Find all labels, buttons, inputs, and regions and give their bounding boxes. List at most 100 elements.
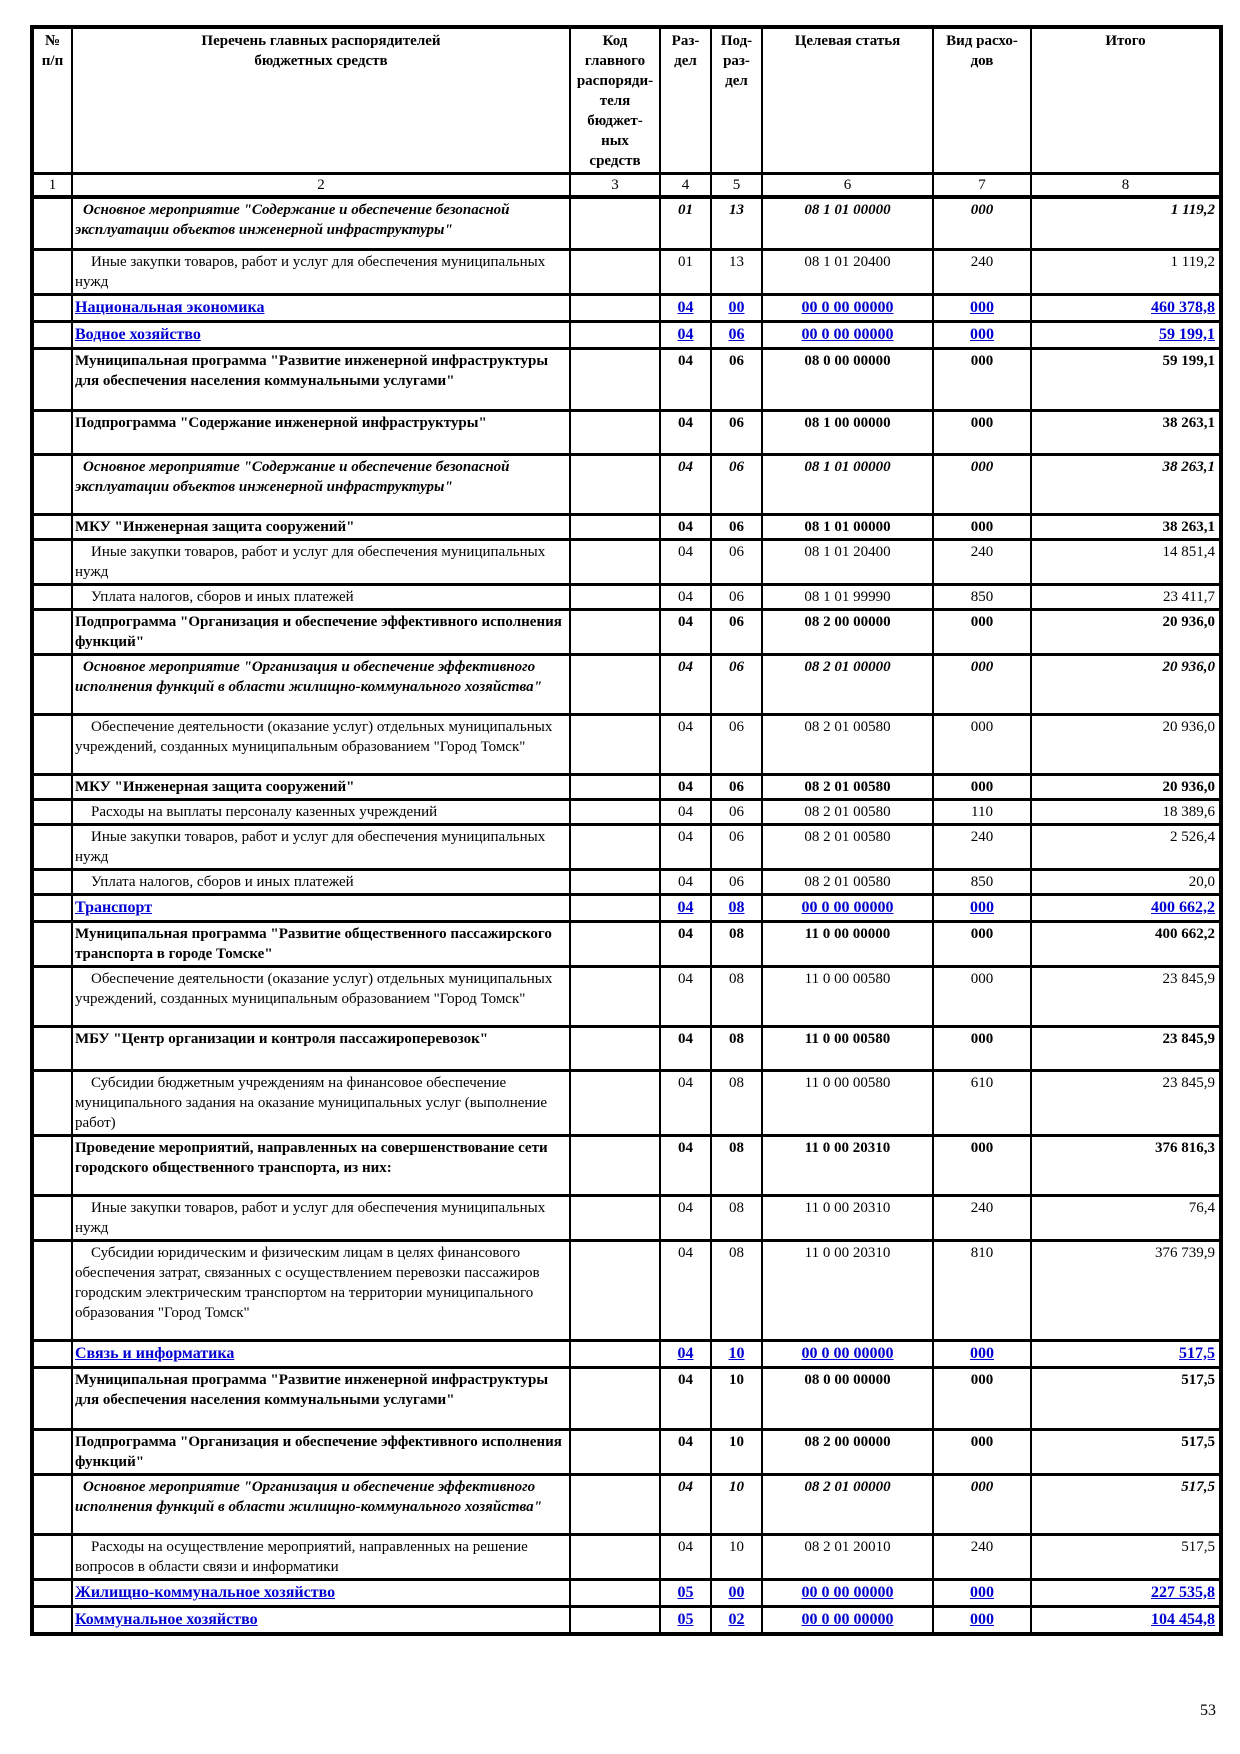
cell-target-article: 11 0 00 00580 bbox=[761, 1024, 934, 1072]
cell-activity-name: МКУ "Инженерная защита сооружений" bbox=[71, 512, 571, 541]
cell-activity-name: Основное мероприятие "Содержание и обесп… bbox=[71, 195, 571, 251]
table-row: Проведение мероприятий, направленных на … bbox=[31, 1133, 1222, 1197]
cell-activity-name: Иные закупки товаров, работ и услуг для … bbox=[71, 1193, 571, 1242]
cell-total: 104 454,8 bbox=[1030, 1604, 1222, 1635]
column-header-expense-type: Вид расхо- дов bbox=[932, 25, 1032, 175]
cell-podrazdel: 02 bbox=[710, 1604, 763, 1635]
cell-podrazdel: 06 bbox=[710, 319, 763, 350]
cell-expense-type: 000 bbox=[932, 919, 1032, 968]
cell-grbs-code bbox=[569, 919, 661, 968]
cell-grbs-code bbox=[569, 319, 661, 350]
cell-total: 517,5 bbox=[1030, 1532, 1222, 1581]
cell-podrazdel: 06 bbox=[710, 512, 763, 541]
cell-total: 23 845,9 bbox=[1030, 964, 1222, 1028]
cell-expense-type: 000 bbox=[932, 346, 1032, 412]
cell-grbs-code bbox=[569, 822, 661, 871]
cell-razdel: 04 bbox=[659, 292, 712, 323]
cell-activity-name: Уплата налогов, сборов и иных платежей bbox=[71, 582, 571, 611]
cell-podrazdel: 06 bbox=[710, 712, 763, 776]
cell-target-article: 00 0 00 00000 bbox=[761, 1604, 934, 1635]
cell-razdel: 04 bbox=[659, 1338, 712, 1369]
cell-podrazdel: 10 bbox=[710, 1338, 763, 1369]
column-number: 5 bbox=[710, 172, 763, 199]
cell-razdel: 04 bbox=[659, 1068, 712, 1137]
cell-podrazdel: 10 bbox=[710, 1365, 763, 1431]
cell-activity-name: Основное мероприятие "Организация и обес… bbox=[71, 652, 571, 716]
cell-razdel: 05 bbox=[659, 1577, 712, 1608]
column-number: 8 bbox=[1030, 172, 1222, 199]
cell-podrazdel: 08 bbox=[710, 1024, 763, 1072]
cell-num bbox=[31, 292, 73, 323]
cell-expense-type: 850 bbox=[932, 582, 1032, 611]
cell-activity-name: Связь и информатика bbox=[71, 1338, 571, 1369]
cell-activity-name: МБУ "Центр организации и контроля пассаж… bbox=[71, 1024, 571, 1072]
table-row: Расходы на выплаты персоналу казенных уч… bbox=[31, 797, 1222, 826]
cell-expense-type: 240 bbox=[932, 247, 1032, 296]
cell-num bbox=[31, 582, 73, 611]
cell-target-article: 08 2 01 00580 bbox=[761, 712, 934, 776]
cell-total: 23 845,9 bbox=[1030, 1024, 1222, 1072]
cell-activity-name: Жилищно-коммунальное хозяйство bbox=[71, 1577, 571, 1608]
cell-num bbox=[31, 346, 73, 412]
cell-target-article: 08 1 01 20400 bbox=[761, 537, 934, 586]
column-header-num: № п/п bbox=[31, 25, 73, 175]
cell-grbs-code bbox=[569, 408, 661, 456]
page-number: 53 bbox=[1200, 1702, 1216, 1719]
cell-target-article: 11 0 00 20310 bbox=[761, 1193, 934, 1242]
cell-total: 20 936,0 bbox=[1030, 607, 1222, 656]
table-row: Подпрограмма "Содержание инженерной инфр… bbox=[31, 408, 1222, 456]
cell-podrazdel: 08 bbox=[710, 1068, 763, 1137]
cell-razdel: 04 bbox=[659, 408, 712, 456]
cell-expense-type: 240 bbox=[932, 1193, 1032, 1242]
table-row: Обеспечение деятельности (оказание услуг… bbox=[31, 712, 1222, 776]
cell-target-article: 11 0 00 00000 bbox=[761, 919, 934, 968]
cell-activity-name: Подпрограмма "Организация и обеспечение … bbox=[71, 607, 571, 656]
cell-podrazdel: 08 bbox=[710, 1238, 763, 1342]
cell-activity-name: Субсидии юридическим и физическим лицам … bbox=[71, 1238, 571, 1342]
cell-expense-type: 000 bbox=[932, 512, 1032, 541]
cell-target-article: 00 0 00 00000 bbox=[761, 1577, 934, 1608]
cell-podrazdel: 06 bbox=[710, 452, 763, 516]
cell-total: 1 119,2 bbox=[1030, 247, 1222, 296]
cell-total: 400 662,2 bbox=[1030, 892, 1222, 923]
cell-num bbox=[31, 452, 73, 516]
cell-podrazdel: 06 bbox=[710, 772, 763, 801]
column-header-podrazdel: Под- раз- дел bbox=[710, 25, 763, 175]
cell-target-article: 00 0 00 00000 bbox=[761, 1338, 934, 1369]
cell-total: 59 199,1 bbox=[1030, 319, 1222, 350]
cell-expense-type: 000 bbox=[932, 1365, 1032, 1431]
cell-grbs-code bbox=[569, 1133, 661, 1197]
cell-razdel: 04 bbox=[659, 452, 712, 516]
cell-podrazdel: 06 bbox=[710, 822, 763, 871]
cell-activity-name: Иные закупки товаров, работ и услуг для … bbox=[71, 537, 571, 586]
cell-num bbox=[31, 919, 73, 968]
cell-razdel: 05 bbox=[659, 1604, 712, 1635]
cell-grbs-code bbox=[569, 1193, 661, 1242]
cell-total: 20 936,0 bbox=[1030, 712, 1222, 776]
cell-target-article: 08 2 01 00000 bbox=[761, 1472, 934, 1536]
column-number: 7 bbox=[932, 172, 1032, 199]
cell-expense-type: 000 bbox=[932, 1472, 1032, 1536]
cell-razdel: 04 bbox=[659, 346, 712, 412]
cell-expense-type: 000 bbox=[932, 607, 1032, 656]
column-header-target-article: Целевая статья bbox=[761, 25, 934, 175]
cell-razdel: 04 bbox=[659, 712, 712, 776]
cell-total: 18 389,6 bbox=[1030, 797, 1222, 826]
cell-grbs-code bbox=[569, 247, 661, 296]
cell-expense-type: 000 bbox=[932, 1427, 1032, 1476]
cell-activity-name: Уплата налогов, сборов и иных платежей bbox=[71, 867, 571, 896]
cell-activity-name: Основное мероприятие "Организация и обес… bbox=[71, 1472, 571, 1536]
table-row: Транспорт 04 08 00 0 00 00000 000 400 662,2 bbox=[31, 892, 1222, 923]
cell-activity-name: Муниципальная программа "Развитие общест… bbox=[71, 919, 571, 968]
cell-podrazdel: 08 bbox=[710, 1193, 763, 1242]
cell-activity-name: Обеспечение деятельности (оказание услуг… bbox=[71, 712, 571, 776]
cell-activity-name: Расходы на осуществление мероприятий, на… bbox=[71, 1532, 571, 1581]
cell-activity-name: Муниципальная программа "Развитие инжене… bbox=[71, 1365, 571, 1431]
table-row: Муниципальная программа "Развитие общест… bbox=[31, 919, 1222, 968]
cell-grbs-code bbox=[569, 582, 661, 611]
cell-target-article: 08 1 01 00000 bbox=[761, 512, 934, 541]
cell-total: 14 851,4 bbox=[1030, 537, 1222, 586]
cell-num bbox=[31, 1193, 73, 1242]
cell-target-article: 08 1 01 00000 bbox=[761, 195, 934, 251]
